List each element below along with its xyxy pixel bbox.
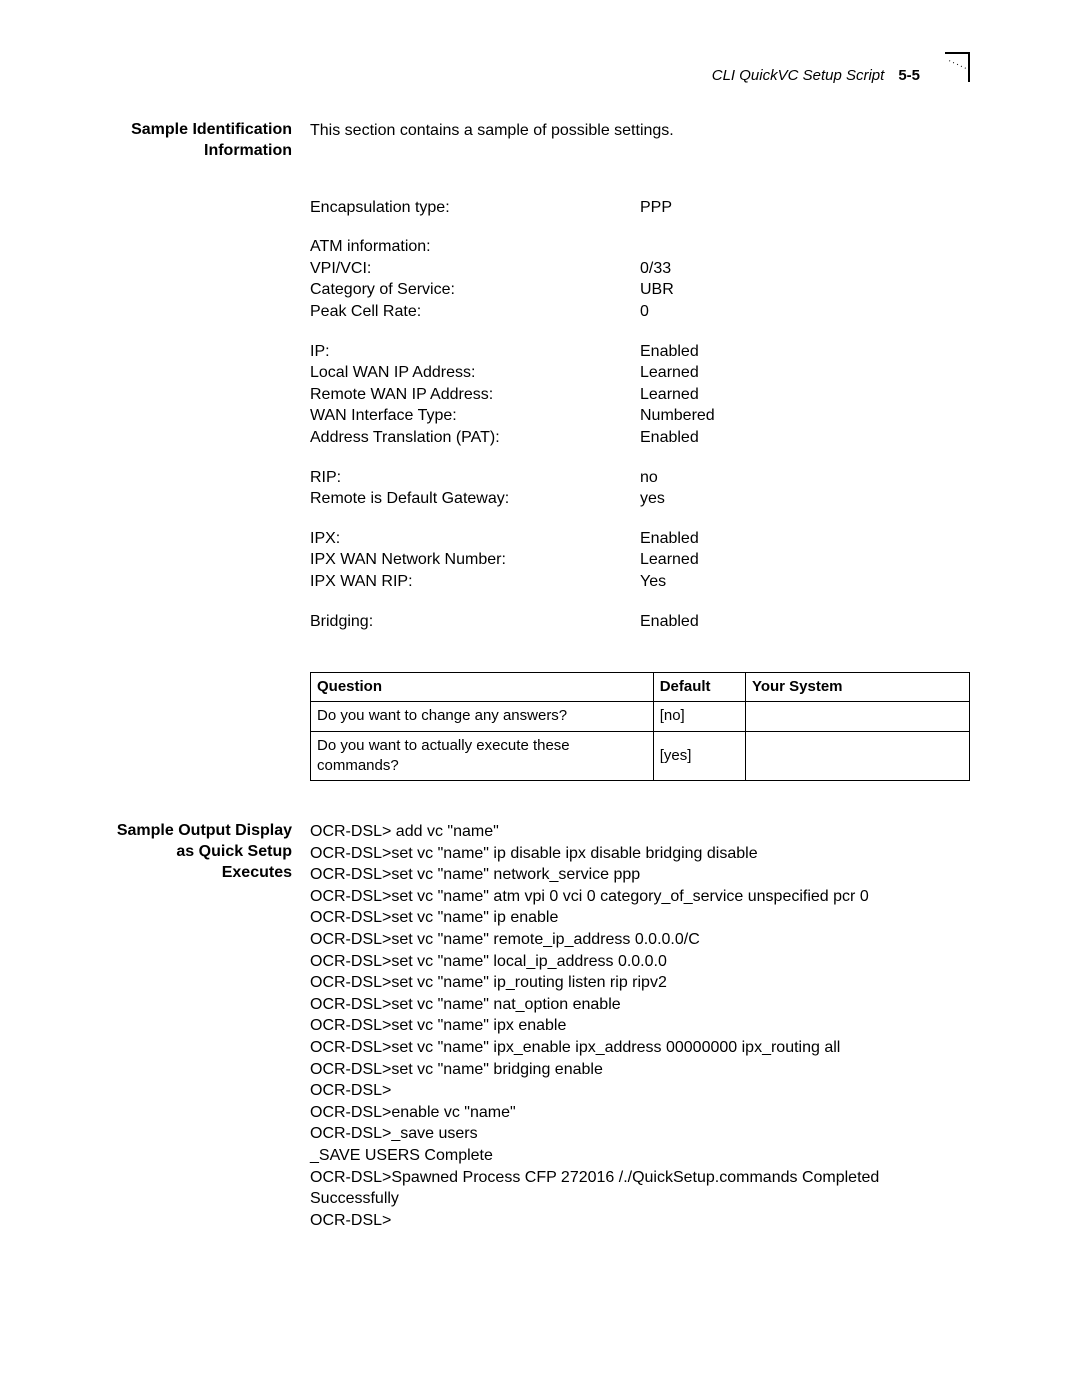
question-table: Question Default Your System Do you want… — [310, 672, 970, 781]
section1-intro: This section contains a sample of possib… — [310, 120, 970, 142]
command-line: OCR-DSL> — [310, 1080, 970, 1102]
section1-body: This section contains a sample of possib… — [310, 120, 970, 781]
settings-block: ATM information:VPI/VCI:0/33Category of … — [310, 236, 970, 322]
setting-label: IPX: — [310, 528, 640, 550]
settings-block: RIP:noRemote is Default Gateway:yes — [310, 467, 970, 510]
command-line: OCR-DSL> add vc "name" — [310, 821, 970, 843]
command-line: OCR-DSL>set vc "name" network_service pp… — [310, 864, 970, 886]
header-title: CLI QuickVC Setup Script — [712, 67, 885, 84]
command-line: OCR-DSL>set vc "name" ip enable — [310, 907, 970, 929]
sample-output-section: Sample Output Display as Quick Setup Exe… — [110, 821, 970, 1231]
setting-row: Encapsulation type:PPP — [310, 197, 970, 219]
setting-row: IPX:Enabled — [310, 528, 970, 550]
setting-label: IPX WAN RIP: — [310, 571, 640, 593]
setting-value: Learned — [640, 384, 970, 406]
setting-value: 0/33 — [640, 258, 970, 280]
setting-value: UBR — [640, 279, 970, 301]
th-question: Question — [311, 673, 654, 702]
setting-value: Enabled — [640, 427, 970, 449]
setting-value — [640, 236, 970, 258]
setting-value: Yes — [640, 571, 970, 593]
settings-block: IP:EnabledLocal WAN IP Address:LearnedRe… — [310, 341, 970, 449]
setting-row: Address Translation (PAT):Enabled — [310, 427, 970, 449]
settings-block: IPX:EnabledIPX WAN Network Number:Learne… — [310, 528, 970, 593]
setting-value: yes — [640, 488, 970, 510]
setting-label: RIP: — [310, 467, 640, 489]
command-line: OCR-DSL>set vc "name" remote_ip_address … — [310, 929, 970, 951]
setting-label: Remote WAN IP Address: — [310, 384, 640, 406]
table-cell — [745, 702, 969, 731]
header-decoration: ····· — [930, 60, 970, 90]
setting-row: IPX WAN RIP:Yes — [310, 571, 970, 593]
setting-row: Remote WAN IP Address:Learned — [310, 384, 970, 406]
page-header: CLI QuickVC Setup Script 5-5 ····· — [712, 60, 970, 90]
command-line: OCR-DSL>set vc "name" atm vpi 0 vci 0 ca… — [310, 886, 970, 908]
command-line: OCR-DSL>set vc "name" bridging enable — [310, 1059, 970, 1081]
setting-row: Peak Cell Rate:0 — [310, 301, 970, 323]
setting-label: IPX WAN Network Number: — [310, 549, 640, 571]
setting-label: ATM information: — [310, 236, 640, 258]
settings-block: Bridging:Enabled — [310, 611, 970, 633]
setting-label: Local WAN IP Address: — [310, 362, 640, 384]
dots-icon: ····· — [946, 55, 970, 74]
table-cell: Do you want to change any answers? — [311, 702, 654, 731]
section2-body: OCR-DSL> add vc "name"OCR-DSL>set vc "na… — [310, 821, 970, 1231]
setting-row: Remote is Default Gateway:yes — [310, 488, 970, 510]
setting-label: Address Translation (PAT): — [310, 427, 640, 449]
command-line: OCR-DSL>enable vc "name" — [310, 1102, 970, 1124]
setting-label: Bridging: — [310, 611, 640, 633]
command-line: OCR-DSL>set vc "name" ip_routing listen … — [310, 972, 970, 994]
setting-value: Numbered — [640, 405, 970, 427]
command-line: OCR-DSL>Spawned Process CFP 272016 /./Qu… — [310, 1167, 970, 1210]
setting-label: Peak Cell Rate: — [310, 301, 640, 323]
command-line: _SAVE USERS Complete — [310, 1145, 970, 1167]
command-line: OCR-DSL>set vc "name" ip disable ipx dis… — [310, 843, 970, 865]
setting-label: Remote is Default Gateway: — [310, 488, 640, 510]
setting-row: VPI/VCI:0/33 — [310, 258, 970, 280]
setting-row: ATM information: — [310, 236, 970, 258]
command-line: OCR-DSL>set vc "name" local_ip_address 0… — [310, 951, 970, 973]
table-cell: [no] — [653, 702, 745, 731]
th-default: Default — [653, 673, 745, 702]
setting-value: 0 — [640, 301, 970, 323]
setting-value: PPP — [640, 197, 970, 219]
page-number: 5-5 — [898, 67, 920, 84]
setting-value: Enabled — [640, 528, 970, 550]
setting-label: WAN Interface Type: — [310, 405, 640, 427]
table-row: Do you want to actually execute these co… — [311, 731, 970, 781]
setting-value: no — [640, 467, 970, 489]
command-line: OCR-DSL>_save users — [310, 1123, 970, 1145]
section2-label: Sample Output Display as Quick Setup Exe… — [110, 821, 310, 1231]
setting-value: Enabled — [640, 341, 970, 363]
setting-value: Enabled — [640, 611, 970, 633]
settings-block: Encapsulation type:PPP — [310, 197, 970, 219]
settings-container: Encapsulation type:PPPATM information:VP… — [310, 197, 970, 633]
table-row: Do you want to change any answers?[no] — [311, 702, 970, 731]
setting-row: Local WAN IP Address:Learned — [310, 362, 970, 384]
setting-value: Learned — [640, 549, 970, 571]
page-content: Sample Identification Information This s… — [0, 120, 1080, 1231]
table-cell: Do you want to actually execute these co… — [311, 731, 654, 781]
setting-row: RIP:no — [310, 467, 970, 489]
setting-value: Learned — [640, 362, 970, 384]
setting-label: IP: — [310, 341, 640, 363]
command-line: OCR-DSL> — [310, 1210, 970, 1232]
command-line: OCR-DSL>set vc "name" ipx_enable ipx_add… — [310, 1037, 970, 1059]
setting-label: Encapsulation type: — [310, 197, 640, 219]
command-line: OCR-DSL>set vc "name" nat_option enable — [310, 994, 970, 1016]
table-cell: [yes] — [653, 731, 745, 781]
setting-label: VPI/VCI: — [310, 258, 640, 280]
sample-id-section: Sample Identification Information This s… — [110, 120, 970, 781]
table-cell — [745, 731, 969, 781]
setting-row: Category of Service:UBR — [310, 279, 970, 301]
setting-row: IP:Enabled — [310, 341, 970, 363]
section1-label: Sample Identification Information — [110, 120, 310, 781]
setting-label: Category of Service: — [310, 279, 640, 301]
setting-row: WAN Interface Type:Numbered — [310, 405, 970, 427]
command-line: OCR-DSL>set vc "name" ipx enable — [310, 1015, 970, 1037]
setting-row: IPX WAN Network Number:Learned — [310, 549, 970, 571]
th-yoursystem: Your System — [745, 673, 969, 702]
setting-row: Bridging:Enabled — [310, 611, 970, 633]
